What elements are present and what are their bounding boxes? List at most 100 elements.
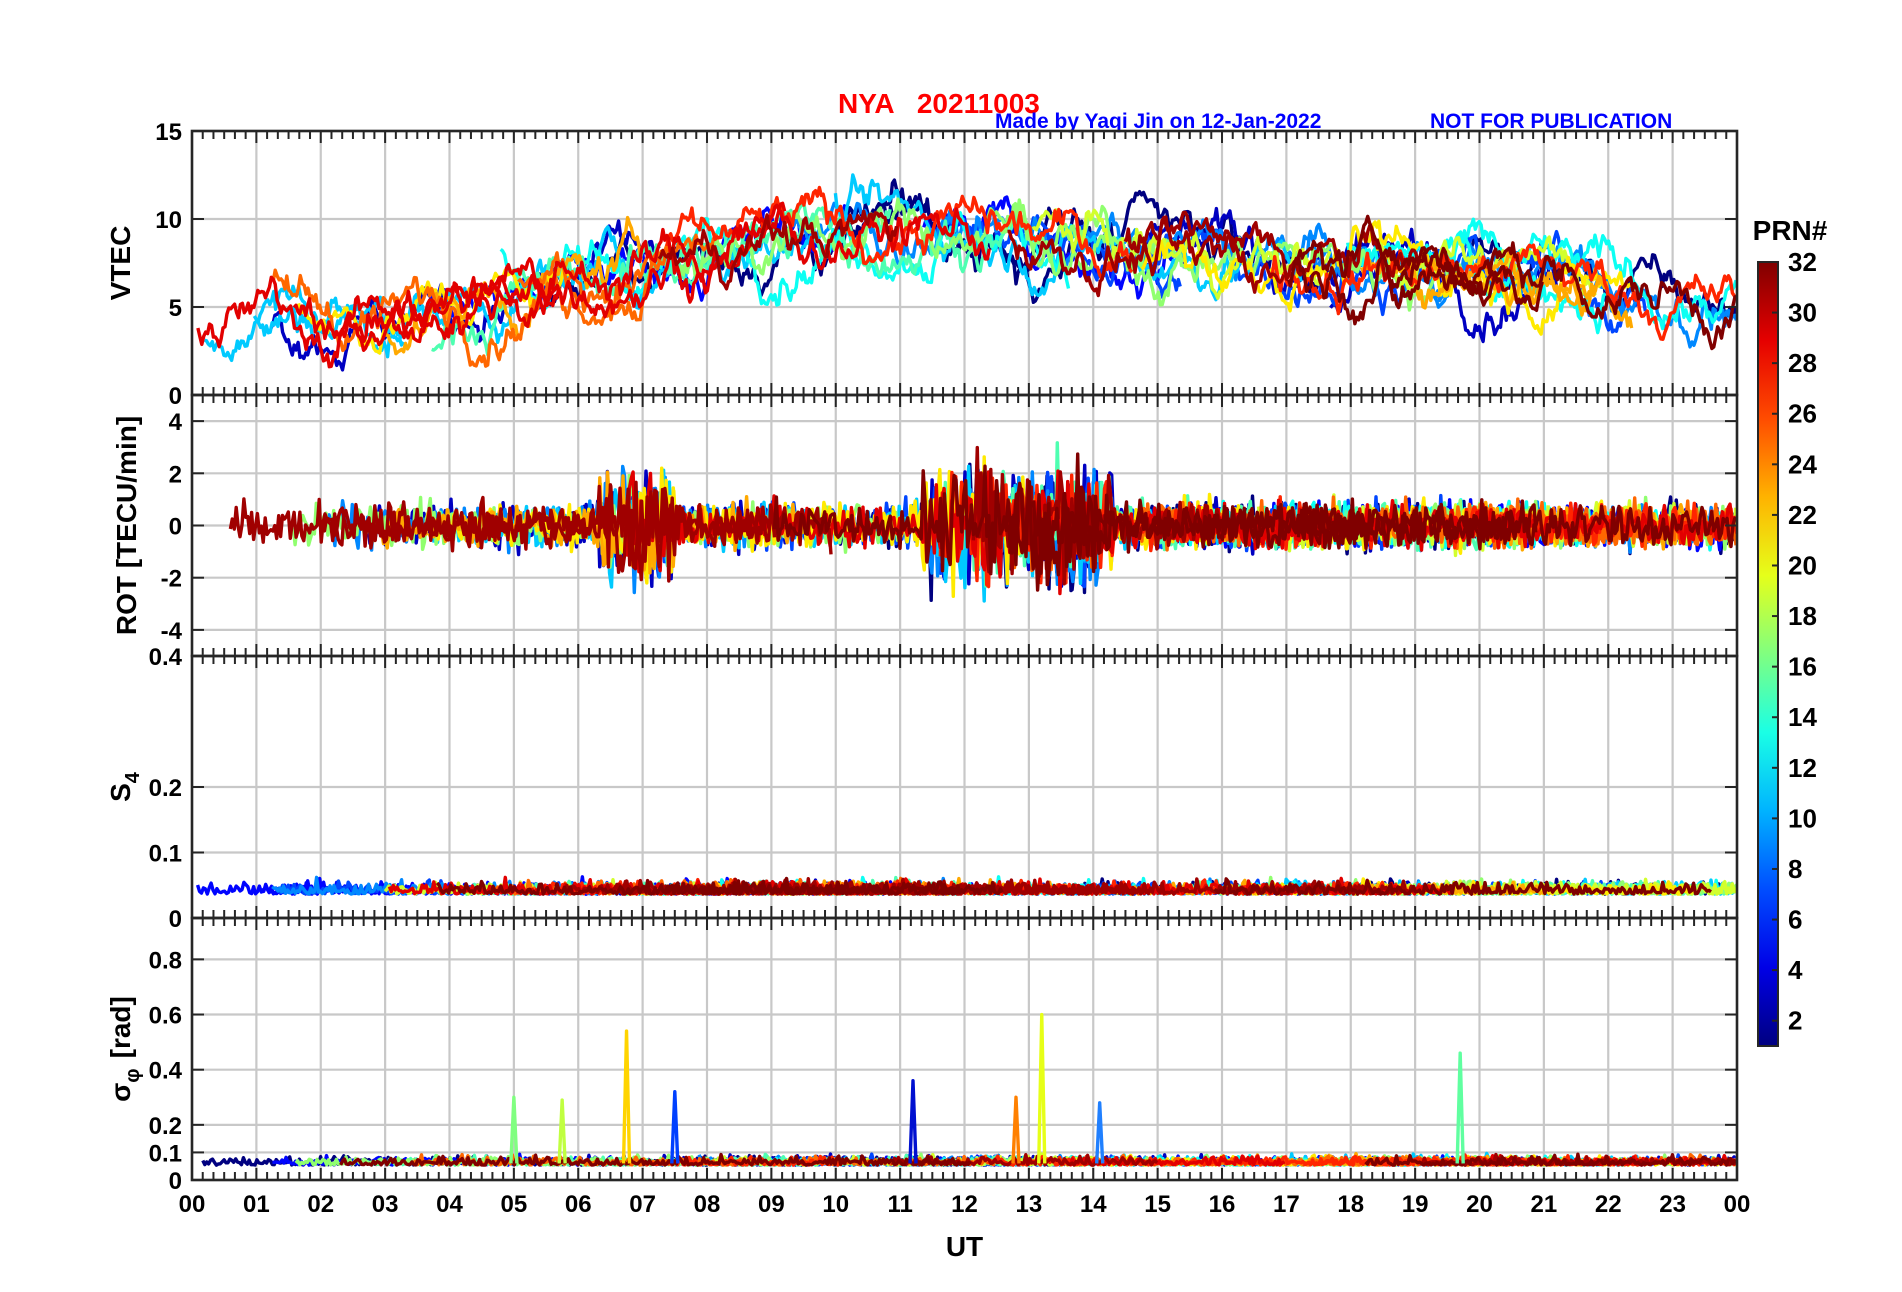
sigma_phi-spike [1037,1012,1047,1164]
vtec-prn29-line [196,273,563,369]
sigma_phi-spike [621,1029,632,1164]
colorbar-tick-label: 24 [1788,449,1817,479]
vtec-prn27-line [665,185,1134,280]
x-tick-label: 22 [1595,1191,1622,1218]
sigma_phi-ylabel-sub: φ [122,1068,144,1082]
sigma_phi-ytick-label: 0 [169,1168,182,1195]
sigma_phi-spike [509,1095,519,1164]
s4-grid [190,654,1739,920]
x-axis: 00 01 02 03 04 05 06 07 08 09 10 11 12 13 14 15 16 17 18 19… [179,1191,1751,1262]
s4-ytick-label: 0 [169,906,182,933]
vtec-ytick-label: 10 [155,207,182,234]
s4-prn32-line [1213,877,1712,896]
x-tick-label: 18 [1337,1191,1364,1218]
x-tick-label: 02 [307,1191,334,1218]
sigma_phi-spike [1011,1095,1021,1164]
x-tick-label: 01 [243,1191,270,1218]
x-axis-label: UT [946,1231,983,1262]
sigma_phi-ytick-label: 0.6 [149,1003,182,1030]
vtec-prn19-line [1031,208,1332,300]
colorbar-tick-label: 14 [1788,702,1817,732]
colorbar-scale [1757,261,1779,1047]
rot-ytick-label: 2 [169,461,182,488]
sigma_phi-spike [557,1098,567,1164]
rot-ytick-label: 4 [169,409,183,436]
x-tick-label: 00 [179,1191,206,1218]
x-tick-label: 15 [1144,1191,1171,1218]
x-tick-label: 11 [887,1191,912,1218]
sigma_phi-ytick-label: 0.1 [149,1140,182,1167]
sigma_phi-prn29-line [1065,1154,1286,1167]
panel-s4: 0 0.1 0.2 0.4 S4 [105,644,1739,933]
x-tick-label: 05 [501,1191,528,1218]
s4-ytick-label: 0.4 [149,644,183,671]
sigma_phi-ytick-label: 0.8 [149,947,182,974]
rot-prn32-line [772,452,1365,577]
x-tick-label: 12 [951,1191,978,1218]
x-tick-label: 14 [1080,1191,1107,1218]
rot-ytick-label: -4 [161,618,183,645]
sigma_phi-series-group [201,1012,1737,1167]
colorbar-tick-label: 16 [1788,652,1817,682]
colorbar-tick-label: 6 [1788,905,1802,935]
x-tick-label: 09 [758,1191,785,1218]
s4-ylabel: S4 [105,771,144,802]
x-tick-label: 20 [1466,1191,1493,1218]
s4-prn32-line [664,879,1004,896]
vtec-prn31-line [657,209,899,291]
colorbar-label: PRN# [1753,215,1828,246]
vtec-xticks [191,131,1728,395]
colorbar-tick-label: 2 [1788,1006,1802,1036]
rot-series-group [228,441,1737,603]
vtec-prn23-line [1360,249,1601,317]
x-tick-label: 17 [1273,1191,1300,1218]
colorbar-tick-label: 22 [1788,500,1817,530]
sigma_phi-ylabel-unit: [rad] [105,996,136,1058]
x-tick-label: 00 [1724,1191,1751,1218]
vtec-prn32-line [1286,214,1510,310]
vtec-prn21-line [1140,219,1636,336]
colorbar-tick-label: 18 [1788,601,1817,631]
figure-title: NYA 20211003 [838,88,1040,119]
rot-ytick-label: 0 [169,514,182,541]
sigma_phi-ylabel: σφ[rad] [105,996,144,1102]
x-tick-label: 08 [694,1191,721,1218]
vtec-prn21-line [296,268,571,355]
colorbar-tick-label: 8 [1788,854,1802,884]
vtec-prn32-line [1389,241,1737,351]
sigma_phi-spike [908,1079,918,1164]
x-tick-label: 04 [436,1191,463,1218]
colorbar-tick-label: 28 [1788,348,1817,378]
rot-prn31-line [321,483,777,582]
x-tick-label: 03 [372,1191,399,1218]
x-tick-label: 21 [1531,1191,1558,1218]
vtec-series-group [196,173,1737,372]
colorbar-tick-label: 32 [1788,247,1817,277]
x-tick-label: 19 [1402,1191,1429,1218]
vtec-ytick-label: 0 [169,383,182,410]
s4-series-group [195,875,1737,896]
rot-ylabel: ROT [TECU/min] [111,416,142,635]
colorbar-tick-label: 26 [1788,399,1817,429]
x-tick-label: 07 [629,1191,656,1218]
vtec-ytick-label: 15 [155,119,182,146]
colorbar-tick-label: 20 [1788,550,1817,580]
x-tick-label: 10 [822,1191,849,1218]
s4-xticks [191,656,1728,918]
figure-note: NOT FOR PUBLICATION [1430,110,1673,133]
sigma_phi-spike [1455,1051,1465,1164]
panel-vtec: 0 5 10 15 VTEC [105,119,1739,410]
s4-ylabel-sub: 4 [122,771,144,783]
vtec-prn32-line [1295,246,1544,326]
sigma_phi-spike [1094,1101,1105,1164]
x-tick-label: 06 [565,1191,592,1218]
figure-credit: Made by Yaqi Jin on 12-Jan-2022 [995,110,1322,133]
s4-ytick-label: 0.1 [149,841,182,868]
rot-ytick-label: -2 [161,566,182,593]
sigma_phi-grid [190,918,1739,1182]
vtec-prn31-line [1007,210,1286,298]
x-tick-label: 13 [1016,1191,1043,1218]
sigma_phi-prn32-line [1364,1152,1737,1167]
figure-header: NYA 20211003 Made by Yaqi Jin on 12-Jan-… [0,88,1902,133]
